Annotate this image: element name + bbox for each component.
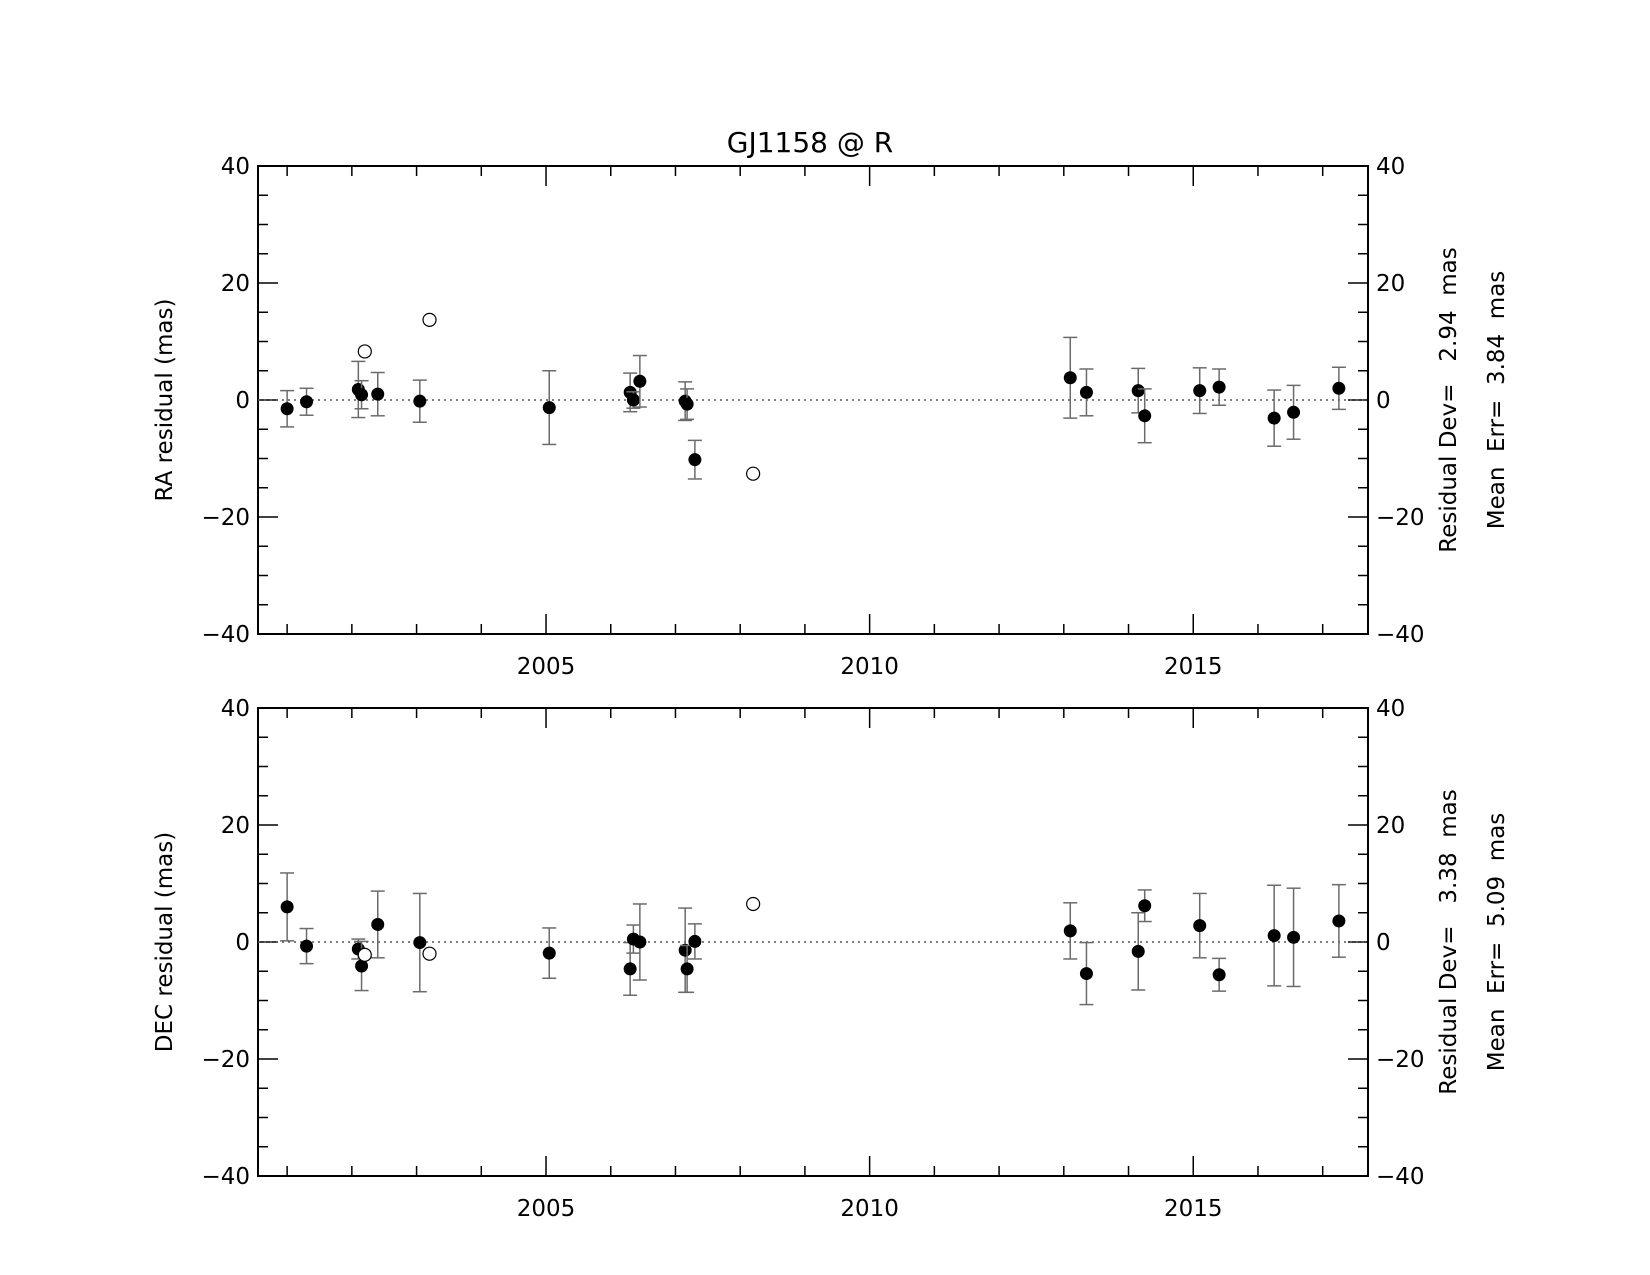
dec-data-point bbox=[1193, 919, 1207, 933]
ra-y-tick-label-right: 0 bbox=[1376, 388, 1391, 414]
dec-y-tick-label-left: 0 bbox=[235, 930, 250, 956]
dec-data-point bbox=[413, 936, 427, 950]
ra-residual-dev-text: Residual Dev= 2.94 mas bbox=[1436, 247, 1462, 552]
ra-data-point bbox=[680, 397, 694, 411]
ra-data-point bbox=[1287, 405, 1301, 419]
dec-data-point bbox=[1131, 944, 1145, 958]
ra-x-tick-label: 2015 bbox=[1164, 654, 1223, 680]
dec-data-point bbox=[678, 943, 692, 957]
ra-data-point bbox=[1138, 409, 1152, 423]
ra-data-point bbox=[1212, 380, 1226, 394]
ra-y-axis-label: RA residual (mas) bbox=[152, 299, 178, 502]
ra-x-tick-label: 2005 bbox=[517, 654, 576, 680]
dec-data-point bbox=[1063, 924, 1077, 938]
dec-y-tick-label-right: 0 bbox=[1376, 930, 1391, 956]
ra-y-tick-label-right: −40 bbox=[1376, 622, 1425, 648]
dec-data-point bbox=[542, 946, 556, 960]
ra-y-tick-label-left: −40 bbox=[201, 622, 250, 648]
dec-data-point bbox=[1287, 930, 1301, 944]
dec-rejected-point bbox=[746, 896, 761, 912]
dec-y-tick-label-left: −40 bbox=[201, 1164, 250, 1190]
dec-data-point bbox=[688, 934, 702, 948]
dec-data-point bbox=[1138, 899, 1152, 913]
ra-data-point bbox=[1131, 384, 1145, 398]
dec-y-tick-label-right: 20 bbox=[1376, 813, 1405, 839]
ra-plot-marks: 2005 2010 2015 −40 −40 −20 −20 0 0 20 20 40 40 bbox=[201, 154, 1424, 680]
ra-data-point bbox=[633, 374, 647, 388]
dec-data-point bbox=[355, 959, 369, 973]
ra-data-point bbox=[300, 395, 314, 409]
ra-rejected-point bbox=[422, 312, 437, 327]
dec-residual-panel: 2005 2010 2015 −40 −40 −20 −20 0 0 20 20 40 40 DEC r… bbox=[152, 696, 1510, 1222]
ra-data-point bbox=[280, 402, 294, 416]
ra-rejected-point bbox=[746, 466, 761, 481]
dec-y-tick-label-left: 40 bbox=[221, 696, 250, 722]
ra-y-tick-label-left: 20 bbox=[221, 271, 250, 297]
ra-mean-err-text: Mean Err= 3.84 mas bbox=[1484, 271, 1510, 530]
dec-data-point bbox=[1079, 967, 1093, 981]
ra-data-point bbox=[1063, 371, 1077, 385]
dec-data-point bbox=[633, 935, 647, 949]
dec-y-tick-label-right: −20 bbox=[1376, 1047, 1425, 1073]
ra-rejected-point bbox=[357, 344, 372, 359]
dec-residual-dev-text: Residual Dev= 3.38 mas bbox=[1436, 789, 1462, 1094]
ra-y-tick-label-right: 40 bbox=[1376, 154, 1405, 180]
ra-data-point bbox=[1079, 385, 1093, 399]
dec-plot-marks: 2005 2010 2015 −40 −40 −20 −20 0 0 20 20 40 40 bbox=[201, 696, 1424, 1222]
ra-data-point bbox=[355, 388, 369, 402]
ra-y-tick-label-left: −20 bbox=[201, 505, 250, 531]
dec-data-point bbox=[1332, 914, 1346, 928]
dec-data-point bbox=[280, 900, 294, 914]
ra-data-point bbox=[626, 393, 640, 407]
ra-y-tick-label-right: 20 bbox=[1376, 271, 1405, 297]
dec-x-tick-label: 2015 bbox=[1164, 1196, 1223, 1222]
dec-y-tick-label-right: 40 bbox=[1376, 696, 1405, 722]
ra-data-point bbox=[371, 387, 385, 401]
dec-y-tick-label-left: −20 bbox=[201, 1047, 250, 1073]
chart-title: GJ1158 @ R bbox=[727, 126, 893, 159]
dec-x-tick-label: 2010 bbox=[840, 1196, 899, 1222]
ra-data-point bbox=[1267, 411, 1281, 425]
dec-data-point bbox=[300, 939, 314, 953]
dec-rejected-point bbox=[357, 947, 372, 962]
ra-y-tick-label-left: 0 bbox=[235, 388, 250, 414]
dec-rejected-point bbox=[422, 946, 437, 961]
ra-residual-panel: 2005 2010 2015 −40 −40 −20 −20 0 0 20 20 40 40 RA re… bbox=[152, 154, 1510, 680]
dec-mean-err-text: Mean Err= 5.09 mas bbox=[1484, 813, 1510, 1072]
ra-data-point bbox=[542, 401, 556, 415]
dec-data-point bbox=[1212, 968, 1226, 982]
dec-y-axis-label: DEC residual (mas) bbox=[152, 832, 178, 1053]
dec-data-point bbox=[371, 917, 385, 931]
dec-y-tick-label-left: 20 bbox=[221, 813, 250, 839]
ra-data-point bbox=[1193, 384, 1207, 398]
ra-y-tick-label-right: −20 bbox=[1376, 505, 1425, 531]
dec-data-point bbox=[623, 962, 637, 976]
ra-x-tick-label: 2010 bbox=[840, 654, 899, 680]
ra-data-point bbox=[413, 394, 427, 408]
dec-data-point bbox=[680, 962, 694, 976]
ra-data-point bbox=[688, 453, 702, 467]
dec-x-tick-label: 2005 bbox=[517, 1196, 576, 1222]
ra-y-tick-label-left: 40 bbox=[221, 154, 250, 180]
dec-data-point bbox=[1267, 929, 1281, 943]
ra-data-point bbox=[1332, 381, 1346, 395]
dec-y-tick-label-right: −40 bbox=[1376, 1164, 1425, 1190]
